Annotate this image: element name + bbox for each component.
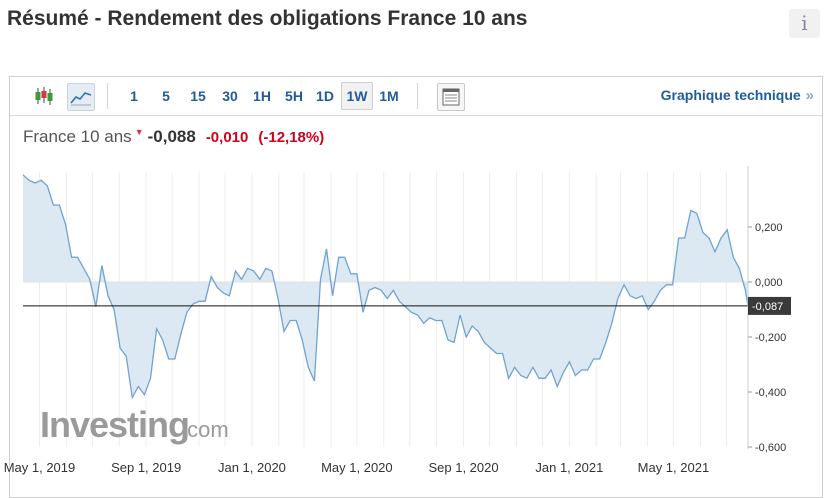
y-tick-label: 0,200 [755,222,783,234]
change-value: -0,010 [205,129,249,146]
interval-1w[interactable]: 1W [341,82,373,110]
x-axis-ticks: May 1, 2019 Sep 1, 2019 Jan 1, 2020 May 1, … [4,460,709,475]
x-tick-label: May 1, 2019 [4,460,76,475]
interval-1d[interactable]: 1D [316,88,334,104]
x-tick-label: May 1, 2021 [638,460,710,475]
page-title: Résumé - Rendement des obligations Franc… [7,7,528,30]
info-icon[interactable]: i [789,9,820,38]
change-percent: (-12,18%) [258,129,325,146]
chart-panel: 1 5 15 30 1H 5H 1D 1W 1M Graphique techn… [9,76,823,498]
yield-chart: 0,200 0,000 -0,200 -0,400 -0,600 May 1, 2019… [4,166,791,475]
investing-watermark: Investing .com [40,404,229,445]
x-tick-label: Jan 1, 2020 [218,460,286,475]
y-tick-label: -0,400 [755,387,786,399]
interval-30[interactable]: 30 [222,88,238,104]
technical-chart-label: Graphique technique [660,87,801,103]
interval-15[interactable]: 15 [190,88,206,104]
double-chevron-right-icon: » [805,87,814,104]
table-icon[interactable] [437,83,465,111]
instrument-name: France 10 ans [23,127,132,146]
series-line [22,174,749,400]
down-arrow-icon: ▼ [134,127,144,137]
area-chart-icon[interactable] [67,83,95,111]
toolbar-separator [107,83,108,109]
x-tick-label: Sep 1, 2019 [111,460,181,475]
watermark-suffix: .com [181,417,229,442]
y-tick-label: -0,200 [755,332,786,344]
interval-1m[interactable]: 1M [379,88,399,104]
interval-5[interactable]: 5 [162,88,170,104]
last-value: -0,088 [147,127,196,146]
toolbar-separator [417,83,418,109]
x-tick-label: Jan 1, 2021 [535,460,603,475]
y-tick-label: 0,000 [755,277,783,289]
interval-1h[interactable]: 1H [253,88,271,104]
y-tick-label: -0,600 [755,442,786,454]
x-tick-label: Sep 1, 2020 [428,460,498,475]
current-price-tag: -0,087 [748,296,791,315]
watermark-brand: Investing [40,404,189,445]
interval-5h[interactable]: 5H [285,88,303,104]
current-price-tag-bg [748,296,791,315]
quote-header: France 10 ans ▼ -0,088 -0,010 (-12,18%) [23,127,324,147]
technical-chart-link[interactable]: Graphique technique» [661,77,814,115]
interval-1[interactable]: 1 [130,88,138,104]
chart-toolbar: 1 5 15 30 1H 5H 1D 1W 1M Graphique techn… [10,77,822,116]
y-axis-ticks: 0,200 0,000 -0,200 -0,400 -0,600 [748,222,786,454]
current-price-label: -0,087 [752,301,783,313]
x-tick-label: May 1, 2020 [321,460,393,475]
series-area [23,174,748,398]
candlestick-icon[interactable] [31,83,57,109]
